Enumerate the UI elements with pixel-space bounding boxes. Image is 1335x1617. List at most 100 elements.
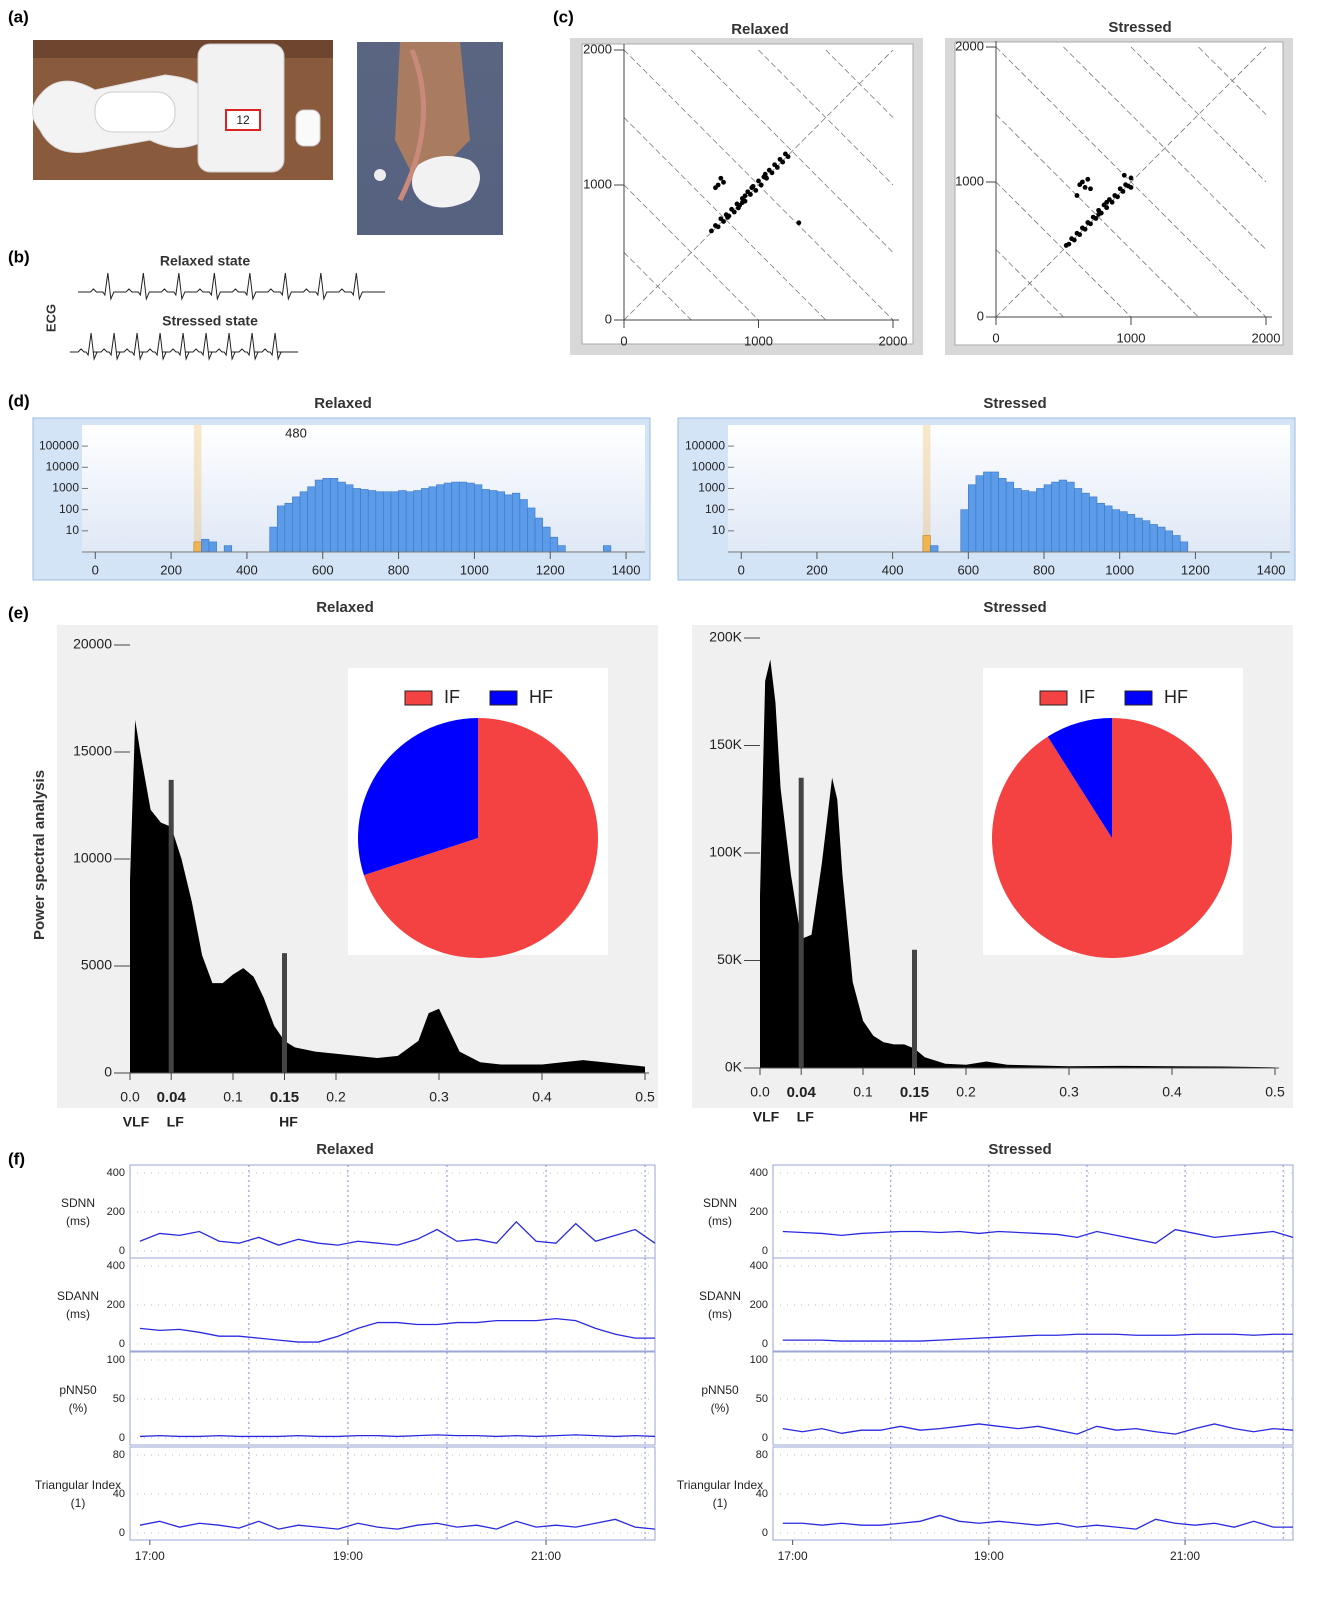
- legend-swatch: [490, 691, 517, 705]
- y-tick-label: 1000: [583, 176, 612, 191]
- bar: [368, 491, 376, 552]
- x-tick-label: 21:00: [531, 1549, 561, 1563]
- point: [1072, 238, 1077, 243]
- x-tick-label: 0.04: [787, 1084, 817, 1101]
- bar: [603, 546, 611, 552]
- point: [1129, 176, 1134, 181]
- x-tick-label: 200: [806, 562, 828, 577]
- legend-label: HF: [1164, 687, 1188, 707]
- y-tick-label: 100: [750, 1354, 768, 1366]
- y-tick-label: 0: [104, 1064, 112, 1080]
- x-tick-label: 0.1: [853, 1084, 873, 1100]
- bar: [452, 482, 460, 552]
- figure: 12 Relaxed state Stressed state ECG (a)(…: [0, 0, 1335, 1612]
- y-axis-label: pNN50: [701, 1383, 739, 1397]
- point: [1094, 216, 1099, 221]
- y-tick-label: 0: [762, 1245, 768, 1257]
- band-label: LF: [167, 1114, 185, 1130]
- y-tick-label: 400: [107, 1260, 125, 1272]
- y-tick-label: 2000: [955, 38, 984, 53]
- point: [786, 154, 791, 159]
- band-label: VLF: [123, 1114, 150, 1130]
- y-tick-label: 2000: [583, 41, 612, 56]
- band-label: LF: [797, 1109, 815, 1125]
- y-tick-label: 0K: [725, 1059, 743, 1075]
- y-tick-label: 10000: [46, 459, 80, 473]
- y-tick-label: 200: [107, 1299, 125, 1311]
- y-axis-label: SDANN: [57, 1289, 99, 1303]
- point: [753, 188, 758, 193]
- y-tick-label: 100: [59, 502, 79, 516]
- point: [1067, 242, 1072, 247]
- point: [1085, 177, 1090, 182]
- y-axis-label: Triangular Index: [35, 1478, 121, 1492]
- bar: [1112, 510, 1120, 552]
- chart-title: Stressed: [988, 1141, 1051, 1158]
- ecg-trace-label: Relaxed state: [160, 253, 250, 269]
- subplot-frame: [130, 1447, 655, 1540]
- bar: [421, 488, 429, 552]
- x-tick-label: 0: [92, 562, 99, 577]
- bar: [1158, 527, 1166, 552]
- point: [725, 215, 730, 220]
- x-tick-label: 0.1: [223, 1089, 243, 1105]
- bar: [497, 492, 505, 552]
- legend-swatch: [1125, 691, 1152, 705]
- x-tick-label: 0.15: [900, 1084, 929, 1101]
- ecg-panel: Relaxed state Stressed state ECG: [43, 253, 385, 359]
- panel-label: (d): [8, 391, 30, 410]
- y-tick-label: 10000: [73, 850, 112, 866]
- bar: [1135, 518, 1143, 552]
- ecg-trace: [70, 333, 298, 359]
- point: [716, 224, 721, 229]
- chart-title: Stressed: [1108, 19, 1171, 36]
- bar: [999, 478, 1007, 552]
- x-tick-label: 17:00: [778, 1549, 808, 1563]
- bar: [558, 546, 566, 552]
- y-tick-label: 10: [66, 523, 80, 537]
- y-tick-label: 15000: [73, 743, 112, 759]
- y-tick-label: 200K: [709, 629, 742, 645]
- y-tick-label: 0: [762, 1527, 768, 1539]
- point: [740, 200, 745, 205]
- x-tick-label: 1400: [1257, 562, 1286, 577]
- y-tick-label: 80: [113, 1449, 125, 1461]
- bar: [1082, 493, 1090, 552]
- x-tick-label: 0.3: [429, 1089, 449, 1105]
- bar: [1150, 524, 1158, 552]
- bar: [353, 488, 361, 552]
- x-tick-label: 1400: [612, 562, 641, 577]
- point: [1075, 193, 1080, 198]
- x-tick-label: 0: [620, 333, 627, 348]
- point: [1104, 205, 1109, 210]
- point: [1083, 185, 1088, 190]
- point: [1110, 200, 1115, 205]
- x-tick-label: 2000: [879, 333, 908, 348]
- point: [713, 185, 718, 190]
- y-axis-label: Power spectral analysis: [31, 770, 48, 940]
- bar: [323, 478, 331, 552]
- x-tick-label: 0.2: [326, 1089, 346, 1105]
- point: [1083, 227, 1088, 232]
- bar: [1014, 488, 1022, 552]
- y-tick-label: 0: [762, 1432, 768, 1444]
- x-tick-label: 1200: [536, 562, 565, 577]
- bar: [1097, 503, 1105, 552]
- bar: [391, 492, 399, 552]
- x-tick-label: 0.04: [157, 1089, 187, 1106]
- x-tick-label: 0.5: [1265, 1084, 1285, 1100]
- point: [1088, 221, 1093, 226]
- bar: [376, 492, 384, 552]
- bar: [300, 492, 308, 552]
- x-tick-label: 1000: [1105, 562, 1134, 577]
- chart-title: Stressed: [983, 599, 1046, 616]
- highlight-band: [923, 425, 931, 552]
- x-tick-label: 0.15: [270, 1089, 299, 1106]
- bar: [1067, 482, 1075, 552]
- bar: [1120, 512, 1128, 552]
- y-tick-label: 0: [119, 1338, 125, 1350]
- y-tick-label: 200: [750, 1206, 768, 1218]
- y-tick-label: 50K: [717, 951, 743, 967]
- y-tick-label: 400: [107, 1167, 125, 1179]
- bar: [1044, 485, 1052, 552]
